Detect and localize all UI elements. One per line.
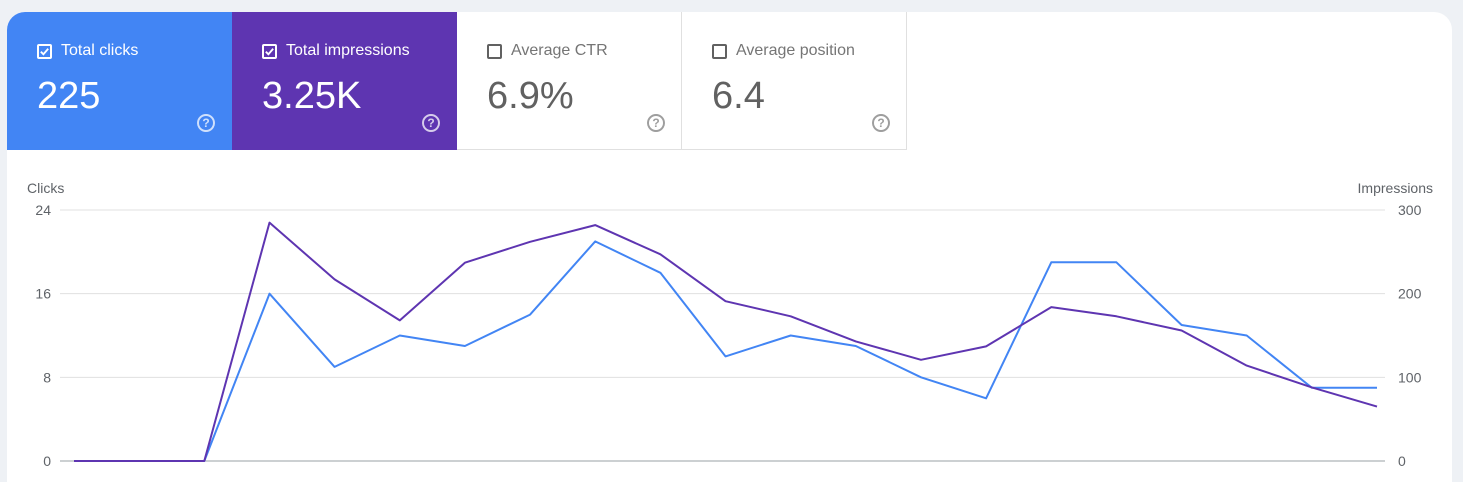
performance-chart: Clicks Impressions 0 8 16 24 0 100 200 300 [27,180,1433,469]
help-icon[interactable]: ? [872,114,890,132]
right-tick-label: 0 [1398,453,1406,469]
checkbox-checked-icon[interactable] [37,43,52,59]
right-tick-label: 300 [1398,202,1422,218]
left-tick-label: 16 [35,286,51,302]
metric-tiles: Total clicks 225 ? Total impressions 3.2… [7,12,907,150]
y-axis-label-right: Impressions [1358,180,1433,196]
total-clicks-label: Total clicks [61,42,139,59]
help-icon[interactable]: ? [647,114,665,132]
average-position-label: Average position [736,42,855,59]
average-ctr-tile[interactable]: Average CTR 6.9% ? [457,12,682,150]
right-tick-label: 200 [1398,286,1422,302]
performance-card: Total clicks 225 ? Total impressions 3.2… [7,12,1452,482]
help-icon[interactable]: ? [197,114,215,132]
left-tick-label: 24 [35,202,51,218]
right-tick-label: 100 [1398,369,1422,385]
checkbox-unchecked-icon[interactable] [712,43,727,59]
impressions-series-line [74,221,1378,462]
average-position-tile[interactable]: Average position 6.4 ? [682,12,907,150]
total-clicks-value: 225 [37,75,101,117]
average-position-value: 6.4 [712,75,765,117]
help-icon[interactable]: ? [422,114,440,132]
checkbox-unchecked-icon[interactable] [487,43,502,59]
y-axis-label-left: Clicks [27,180,64,196]
left-tick-label: 8 [43,369,51,385]
clicks-series-line [74,240,1377,462]
total-impressions-label: Total impressions [286,42,410,59]
total-impressions-value: 3.25K [262,75,362,117]
left-tick-label: 0 [43,453,51,469]
checkbox-checked-icon[interactable] [262,43,277,59]
total-clicks-tile[interactable]: Total clicks 225 ? [7,12,232,150]
total-impressions-tile[interactable]: Total impressions 3.25K ? [232,12,457,150]
average-ctr-label: Average CTR [511,42,608,59]
average-ctr-value: 6.9% [487,75,574,117]
